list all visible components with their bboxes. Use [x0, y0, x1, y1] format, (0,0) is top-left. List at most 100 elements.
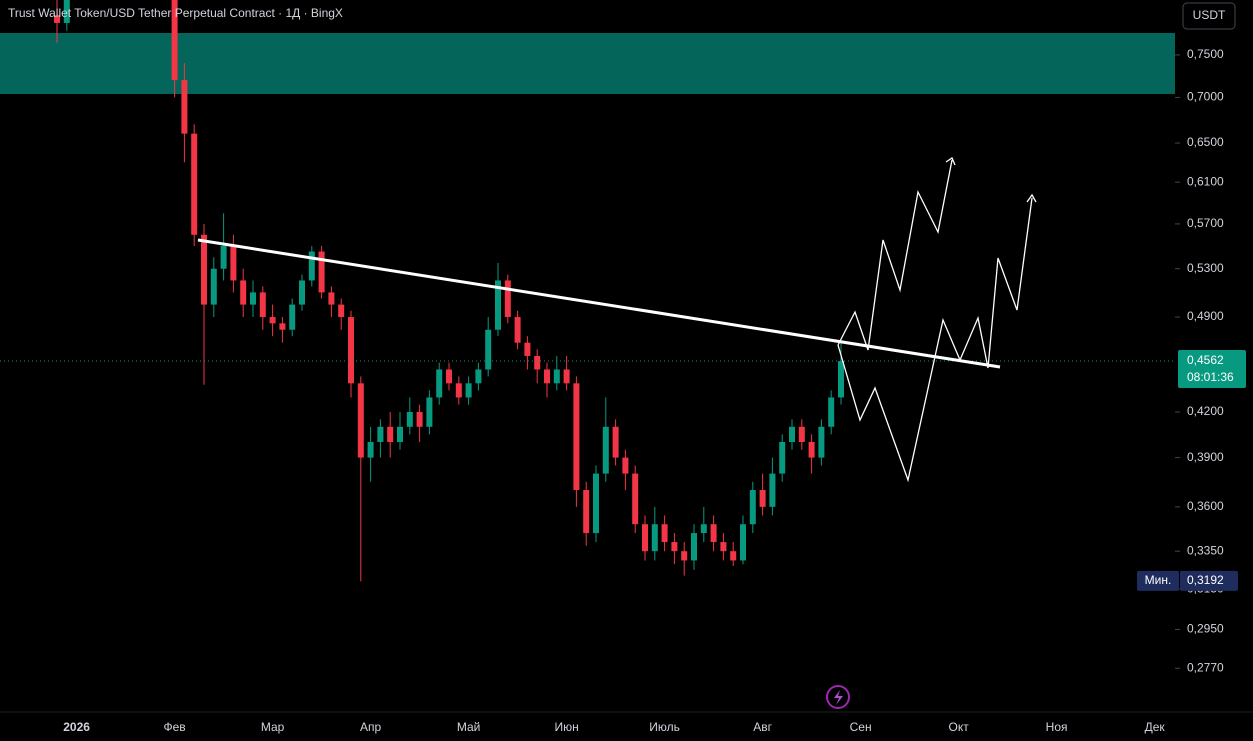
- candle-body: [348, 317, 354, 384]
- candle-body: [485, 329, 492, 370]
- projection-path: [837, 197, 1033, 483]
- x-tick-label: Сен: [850, 720, 872, 734]
- y-tick-label: 0,3600: [1187, 499, 1224, 513]
- candle-body: [720, 542, 727, 552]
- candle-body: [534, 355, 541, 370]
- candle-body: [230, 245, 237, 281]
- candle-body: [661, 524, 668, 543]
- candle-body: [749, 490, 756, 525]
- candle-body: [318, 251, 325, 293]
- candle-body: [406, 411, 413, 427]
- x-tick-label: Авг: [753, 720, 772, 734]
- y-tick-label: 0,2770: [1187, 660, 1224, 674]
- candle-body: [740, 524, 746, 561]
- y-tick-label: 0,6500: [1187, 135, 1224, 149]
- min-price-box: [1180, 570, 1238, 591]
- x-tick-label: Май: [457, 720, 481, 734]
- candle-body: [465, 383, 472, 398]
- candle-body: [779, 441, 786, 474]
- x-tick-label: Фев: [164, 720, 186, 734]
- candle-body: [798, 426, 805, 442]
- x-tick-label: Дек: [1145, 720, 1166, 734]
- candle-body: [789, 426, 795, 442]
- candle-body: [504, 280, 511, 318]
- candle-body: [808, 441, 815, 458]
- candle-body: [544, 369, 550, 384]
- min-label: Мин.: [1145, 573, 1172, 587]
- min-tag: [1137, 570, 1179, 591]
- candle-body: [602, 426, 609, 474]
- drawings: [197, 157, 1037, 709]
- y-tick-label: 0,6100: [1187, 174, 1224, 188]
- candle-body: [495, 280, 501, 330]
- event-icon[interactable]: [826, 685, 850, 709]
- x-tick-label: Июн: [554, 720, 578, 734]
- y-tick-label: 0,3350: [1187, 543, 1224, 557]
- candle-body: [818, 426, 825, 458]
- y-tick-label: 0,3900: [1187, 450, 1224, 464]
- candle-body: [651, 524, 658, 552]
- y-tick-label: 0,4900: [1187, 309, 1224, 323]
- projection-path: [837, 159, 953, 351]
- candle-body: [259, 292, 266, 318]
- candle-body: [642, 524, 648, 552]
- candle-body: [269, 317, 276, 324]
- candle-body: [828, 397, 835, 427]
- candle-body: [338, 304, 345, 318]
- candle-body: [632, 473, 639, 525]
- last-price-box: [1178, 350, 1246, 389]
- candle-body: [730, 551, 737, 561]
- candle-body: [563, 369, 570, 384]
- lightning: [834, 690, 843, 705]
- candle-body: [426, 397, 433, 427]
- candle-body: [279, 323, 286, 330]
- candle-body: [553, 369, 560, 384]
- candle-body: [289, 304, 296, 330]
- candle-body: [573, 383, 580, 491]
- y-tick-label: 0,7000: [1187, 90, 1224, 104]
- candle-body: [171, 0, 178, 81]
- candle-body: [299, 280, 305, 305]
- min-price-label: 0,3192: [1187, 573, 1224, 587]
- candle-body: [691, 533, 697, 561]
- x-tick-label: Окт: [948, 720, 969, 734]
- arrow-head: [1026, 193, 1037, 203]
- candle-body: [769, 473, 776, 507]
- x-tick-label: Ноя: [1046, 720, 1068, 734]
- x-tick-label: Июль: [649, 720, 680, 734]
- candle-body: [63, 0, 70, 23]
- x-tick-label: Апр: [360, 720, 382, 734]
- candle-body: [622, 457, 629, 474]
- candle-body: [250, 292, 256, 305]
- candle-body: [367, 441, 374, 458]
- candle-body: [593, 473, 599, 534]
- candle-body: [700, 524, 707, 534]
- candle-body: [681, 551, 688, 561]
- y-tick-label: 0,4200: [1187, 404, 1224, 418]
- y-tick-label: 0,2950: [1187, 622, 1224, 636]
- candle-body: [357, 383, 364, 458]
- candle-body: [759, 490, 766, 507]
- x-tick-label: 2026: [63, 720, 90, 734]
- candle-body: [455, 383, 462, 398]
- candle-body: [181, 80, 188, 134]
- candle-body: [397, 426, 403, 442]
- candle-body: [583, 490, 590, 534]
- arrow-head: [945, 157, 956, 166]
- last-price-label: 0,4562: [1187, 353, 1224, 367]
- currency-button[interactable]: [1182, 2, 1236, 30]
- chart-title: Trust Wallet Token/USD Tether Perpetual …: [8, 6, 343, 20]
- candle-body: [446, 369, 452, 384]
- y-tick-label: 0,5300: [1187, 261, 1224, 275]
- currency: USDT: [1193, 8, 1226, 22]
- candle-body: [838, 361, 844, 398]
- x-tick-label: Мар: [261, 720, 285, 734]
- resistance-zone: [0, 33, 1175, 94]
- candle-body: [710, 524, 717, 543]
- candle-body: [612, 426, 619, 458]
- candle-body: [387, 426, 394, 442]
- countdown: 08:01:36: [1187, 370, 1234, 384]
- candle-body: [436, 369, 443, 398]
